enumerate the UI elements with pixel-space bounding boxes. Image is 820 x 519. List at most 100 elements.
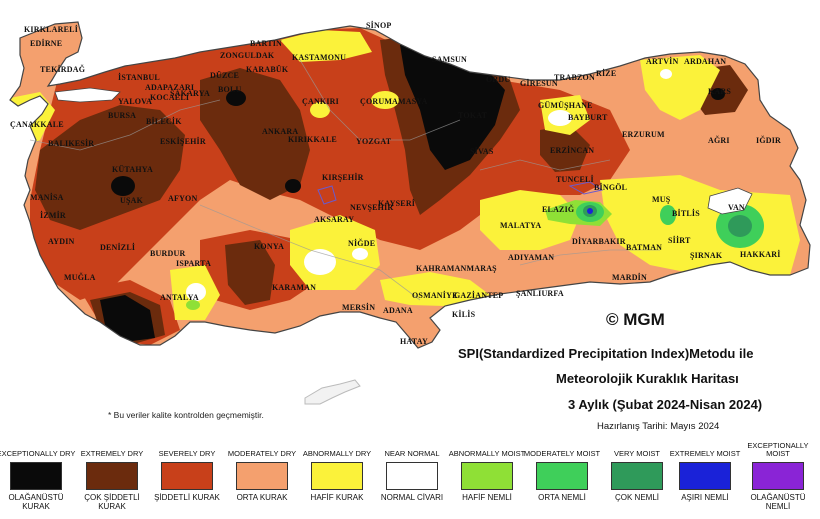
- city-label: YALOVA: [118, 97, 152, 106]
- legend-item: MODERATELY MOIST ORTA NEMLİ: [522, 440, 602, 503]
- legend-label-tr: ÇOK NEMLİ: [614, 493, 659, 502]
- city-label: BARTIN: [250, 39, 282, 48]
- legend-label-en: ABNORMALLY DRY: [302, 449, 372, 458]
- legend-label-en: VERY MOIST: [614, 449, 660, 458]
- city-label: VAN: [728, 203, 745, 212]
- city-label: KONYA: [254, 242, 284, 251]
- legend-item: EXCEPTIONALLY MOIST OLAĞANÜSTÜ NEMLİ: [738, 440, 818, 512]
- city-label: ORDU: [486, 75, 510, 84]
- city-label: AFYON: [168, 194, 197, 203]
- city-label: MERSİN: [342, 302, 375, 312]
- city-label: BİTLİS: [672, 208, 700, 218]
- city-label: MARDİN: [612, 272, 647, 282]
- city-label: ESKİŞEHİR: [160, 136, 206, 146]
- legend-item: VERY MOIST ÇOK NEMLİ: [597, 440, 677, 502]
- map-period: 3 Aylık (Şubat 2024-Nisan 2024): [568, 397, 763, 412]
- city-label: ADIYAMAN: [508, 253, 554, 262]
- city-label: DİYARBAKIR: [572, 236, 626, 246]
- legend-swatch: [10, 462, 62, 490]
- city-label: SAMSUN: [432, 55, 467, 64]
- legend-swatch: [386, 462, 438, 490]
- legend-item: SEVERELY DRY ŞİDDETLİ KURAK: [147, 440, 227, 503]
- legend-item: NEAR NORMAL NORMAL CİVARI: [372, 440, 452, 503]
- city-label: HATAY: [400, 337, 428, 346]
- legend-label-en: ABNORMALLY MOIST: [448, 449, 526, 458]
- city-label: UŞAK: [120, 196, 144, 205]
- city-label: KAYSERİ: [378, 198, 415, 208]
- city-label: KASTAMONU: [292, 53, 346, 62]
- city-label: SAKARYA: [170, 89, 210, 98]
- city-label: AYDIN: [48, 237, 75, 246]
- city-label: HAKKARİ: [740, 249, 781, 259]
- city-label: TRABZON: [554, 73, 595, 82]
- city-label: BALIKESİR: [48, 138, 94, 148]
- legend-swatch: [86, 462, 138, 490]
- city-label: MANİSA: [30, 192, 64, 202]
- city-label: ANTALYA: [160, 293, 199, 302]
- legend-label-tr: ŞİDDETLİ KURAK: [154, 493, 220, 502]
- city-label: DÜZCE: [210, 71, 239, 80]
- city-label: ISPARTA: [176, 259, 211, 268]
- city-label: GAZİANTEP: [454, 290, 503, 300]
- city-label: BATMAN: [626, 243, 662, 252]
- legend-swatch: [679, 462, 731, 490]
- city-label: İSTANBUL: [118, 72, 160, 82]
- legend-label-en: MODERATELY MOIST: [523, 449, 601, 458]
- city-label: ANKARA: [262, 127, 298, 136]
- city-label: TUNCELİ: [556, 174, 594, 184]
- prepared-date: Hazırlanış Tarihi: Mayıs 2024: [597, 421, 720, 432]
- legend-swatch: [161, 462, 213, 490]
- city-label: MALATYA: [500, 221, 541, 230]
- legend-label-en: NEAR NORMAL: [384, 449, 440, 458]
- city-label: ÇANKIRI: [302, 97, 339, 106]
- legend-label-tr: AŞIRI NEMLİ: [681, 493, 729, 502]
- legend: EXCEPTIONALLY DRY OLAĞANÜSTÜ KURAK EXTRE…: [0, 440, 820, 519]
- city-label: BİLECİK: [146, 116, 182, 126]
- legend-swatch: [536, 462, 588, 490]
- city-label: GÜMÜŞHANE: [538, 101, 593, 110]
- city-label: ŞANLIURFA: [516, 289, 564, 298]
- city-label: MUŞ: [652, 195, 671, 204]
- city-label: SİNOP: [366, 20, 391, 30]
- mgm-watermark: © MGM: [606, 310, 665, 329]
- city-label: NİĞDE: [348, 238, 375, 248]
- legend-label-en: SEVERELY DRY: [158, 449, 216, 458]
- city-label: GİRESUN: [520, 78, 558, 88]
- city-label: KIRŞEHİR: [322, 172, 364, 182]
- city-label: İZMİR: [40, 210, 66, 220]
- city-label: KIRIKKALE: [288, 135, 337, 144]
- map-title: SPI(Standardized Precipitation Index)Met…: [458, 346, 754, 361]
- legend-label-en: EXCEPTIONALLY MOIST: [747, 441, 809, 458]
- legend-label-tr: ÇOK ŞİDDETLİ KURAK: [84, 493, 140, 511]
- city-label: BOLU: [218, 85, 241, 94]
- city-label: ADAPAZARI: [145, 83, 194, 92]
- city-label: BURSA: [108, 111, 136, 120]
- city-label: BURDUR: [150, 249, 185, 258]
- city-label: SİVAS: [470, 146, 494, 156]
- city-label: ÇORUM: [360, 97, 392, 106]
- city-label: IĞDIR: [756, 135, 781, 145]
- city-label: ARTVİN: [646, 56, 679, 66]
- city-label: NEVŞEHİR: [350, 202, 393, 212]
- city-label: KARS: [708, 87, 731, 96]
- city-label: TEKİRDAĞ: [40, 64, 85, 74]
- city-label: KAHRAMANMARAŞ: [416, 264, 497, 273]
- legend-swatch: [461, 462, 513, 490]
- city-label: ÇANAKKALE: [10, 120, 64, 129]
- legend-swatch: [236, 462, 288, 490]
- city-label: SİİRT: [668, 235, 691, 245]
- city-label: ELAZIĞ: [542, 204, 574, 214]
- legend-label-en: MODERATELY DRY: [227, 449, 297, 458]
- legend-item: EXTREMELY DRY ÇOK ŞİDDETLİ KURAK: [72, 440, 152, 512]
- city-label: BAYBURT: [568, 113, 608, 122]
- legend-item: EXCEPTIONALLY DRY OLAĞANÜSTÜ KURAK: [0, 440, 76, 512]
- city-label: ADANA: [383, 306, 413, 315]
- legend-swatch: [311, 462, 363, 490]
- legend-label-tr: HAFİF NEMLİ: [462, 493, 512, 502]
- city-label: KARAMAN: [272, 283, 316, 292]
- drought-map: KIRKLARELİ EDİRNE TEKİRDAĞ ÇANAKKALE BAL…: [9, 20, 811, 405]
- map-subtitle: Meteorolojik Kuraklık Haritası: [556, 371, 739, 386]
- legend-item: ABNORMALLY DRY HAFİF KURAK: [297, 440, 377, 503]
- legend-item: ABNORMALLY MOIST HAFİF NEMLİ: [447, 440, 527, 503]
- legend-item: EXTREMELY MOIST AŞIRI NEMLİ: [665, 440, 745, 503]
